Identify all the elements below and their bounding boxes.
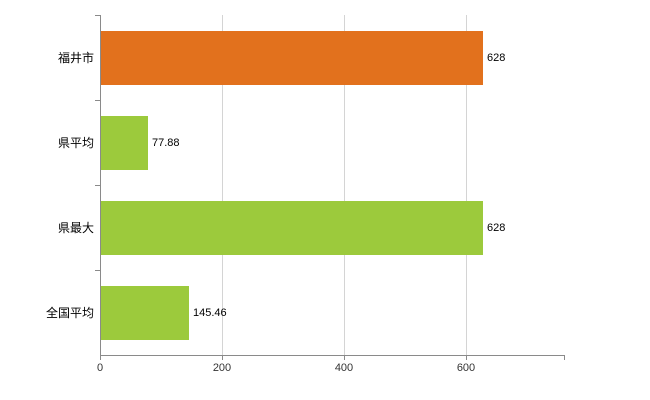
category-label-3: 全国平均 <box>45 305 94 320</box>
gridline-x-400 <box>344 15 345 355</box>
x-axis-label-200: 200 <box>212 362 232 374</box>
y-axis-tick-3 <box>95 270 100 271</box>
value-label-2: 628 <box>487 221 506 234</box>
category-label-2: 県最大 <box>57 220 94 235</box>
plot-area: 628 77.88 628 145.46 <box>100 15 564 355</box>
bar-1 <box>100 115 148 170</box>
value-label-3: 145.46 <box>193 306 227 319</box>
value-label-1: 77.88 <box>152 136 180 149</box>
value-label-0: 628 <box>487 51 506 64</box>
y-axis-tick-2 <box>95 185 100 186</box>
bar-2 <box>100 200 483 255</box>
y-axis-tick-1 <box>95 100 100 101</box>
bar-0 <box>100 30 483 85</box>
x-axis-label-0: 0 <box>96 362 104 374</box>
x-axis-tick-0 <box>100 355 101 360</box>
x-axis-label-600: 600 <box>456 362 476 374</box>
gridline-x-600 <box>466 15 467 355</box>
x-axis-label-400: 400 <box>334 362 354 374</box>
y-axis-line <box>100 15 101 355</box>
bar-3 <box>100 285 189 340</box>
x-axis-line <box>100 355 565 356</box>
x-axis-tick-600 <box>466 355 467 360</box>
category-label-0: 福井市 <box>57 50 94 65</box>
y-axis-tick-0 <box>95 15 100 16</box>
x-axis-tick-400 <box>344 355 345 360</box>
category-label-1: 県平均 <box>57 135 94 150</box>
gridline-x-200 <box>222 15 223 355</box>
x-axis-tick-end <box>564 355 565 360</box>
x-axis-tick-200 <box>222 355 223 360</box>
